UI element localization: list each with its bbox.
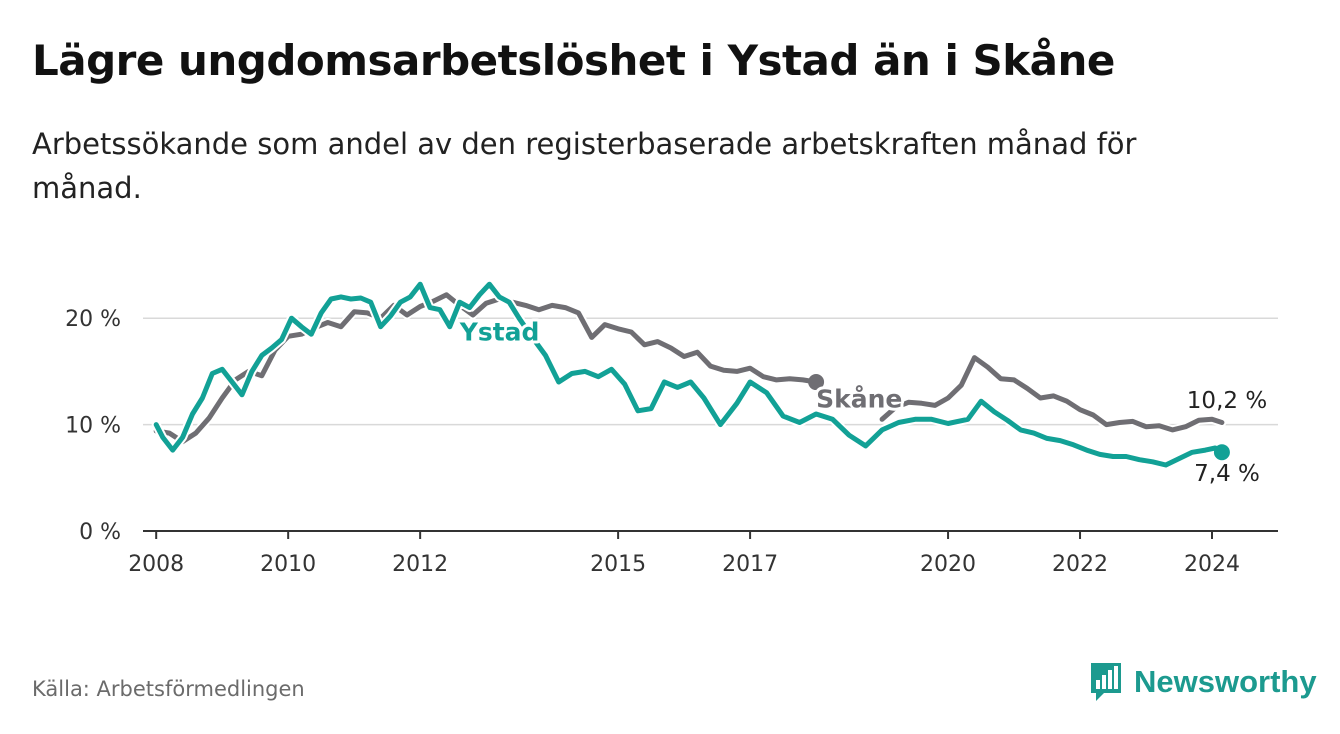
series-end-dot bbox=[808, 374, 825, 391]
series-line-skane bbox=[879, 355, 1225, 433]
newsworthy-logo-icon bbox=[1091, 663, 1121, 701]
x-tick-label: 2012 bbox=[392, 552, 448, 577]
series-label-skane: Skåne bbox=[816, 385, 902, 414]
series-end-dot bbox=[1213, 444, 1230, 461]
series-halo bbox=[151, 279, 1227, 470]
y-tick-label: 10 % bbox=[65, 414, 121, 439]
x-tick-label: 2008 bbox=[128, 552, 184, 577]
source-note: Källa: Arbetsförmedlingen bbox=[32, 677, 305, 701]
x-tick-label: 2017 bbox=[722, 552, 778, 577]
y-tick-label: 0 % bbox=[79, 520, 121, 545]
chart-title: Lägre ungdomsarbetslöshet i Ystad än i S… bbox=[32, 36, 1115, 85]
x-tick-label: 2022 bbox=[1052, 552, 1108, 577]
line-chart: 0 % 10 % 20 % 2008 2010 2012 2015 2017 2020 2022 2… bbox=[65, 279, 1278, 577]
y-tick-label: 20 % bbox=[65, 307, 121, 332]
x-tick-label: 2010 bbox=[260, 552, 316, 577]
series-line-skane bbox=[153, 292, 819, 445]
series-label-ystad: Ystad bbox=[459, 318, 540, 347]
end-value-label-skane: 10,2 % bbox=[1187, 388, 1267, 414]
chart-subtitle: Arbetssökande som andel av den registerb… bbox=[32, 127, 1137, 205]
series-line-ystad bbox=[153, 281, 1225, 468]
x-tick-label: 2015 bbox=[590, 552, 646, 577]
x-tick-label: 2024 bbox=[1184, 552, 1240, 577]
brand-logo[interactable]: Newsworthy bbox=[1088, 660, 1317, 704]
brand-name: Newsworthy bbox=[1134, 664, 1317, 699]
x-tick-label: 2020 bbox=[920, 552, 976, 577]
end-value-label-ystad: 7,4 % bbox=[1194, 461, 1260, 487]
